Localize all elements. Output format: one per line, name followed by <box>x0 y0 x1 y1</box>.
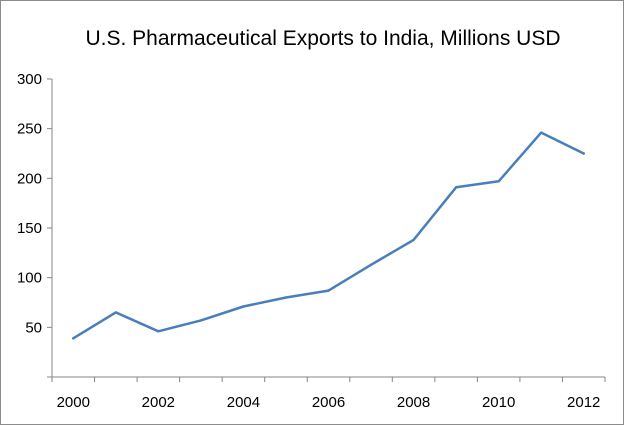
data-point <box>199 319 203 322</box>
data-point <box>327 289 330 292</box>
data-point <box>540 131 543 134</box>
x-tick-label: 2004 <box>227 394 260 411</box>
x-tick-label: 2006 <box>312 394 345 411</box>
y-tick-label: 300 <box>17 71 42 88</box>
y-axis-ticks: 50 100 150 200 250 300 <box>17 71 52 378</box>
data-point <box>454 186 458 189</box>
x-tick-label: 2008 <box>397 394 430 411</box>
series-group <box>72 131 585 340</box>
axes <box>51 79 605 378</box>
data-point <box>72 337 75 340</box>
x-tick-label: 2010 <box>482 394 515 411</box>
y-tick-label: 200 <box>17 170 42 187</box>
data-point <box>157 330 160 333</box>
y-tick-label: 150 <box>17 220 42 237</box>
data-point <box>369 263 373 266</box>
x-tick-label: 2000 <box>57 394 90 411</box>
data-point <box>242 305 245 308</box>
y-tick-label: 100 <box>17 270 42 287</box>
data-point <box>114 311 118 314</box>
y-tick-label: 250 <box>17 121 42 138</box>
data-point <box>412 238 415 242</box>
x-tick-label: 2002 <box>142 394 175 411</box>
y-tick-label: 50 <box>25 319 42 336</box>
series-line-0 <box>72 131 585 340</box>
chart-title: U.S. Pharmaceutical Exports to India, Mi… <box>85 27 560 50</box>
x-axis-ticks: 2000 2002 2004 2006 2008 2010 2012 <box>51 377 606 411</box>
data-point <box>582 152 585 155</box>
data-point <box>497 180 500 183</box>
x-tick-label: 2012 <box>567 394 600 411</box>
data-point <box>284 296 288 299</box>
